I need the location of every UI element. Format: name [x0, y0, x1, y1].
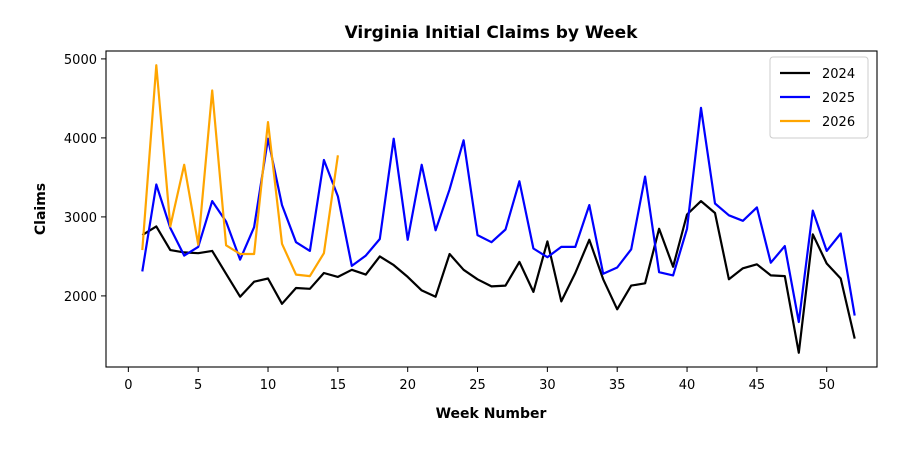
x-tick-label: 25 [469, 378, 486, 393]
x-tick-label: 0 [124, 378, 132, 393]
y-tick-label: 4000 [64, 132, 97, 147]
y-axis-label: Claims [33, 183, 49, 235]
x-tick-label: 5 [194, 378, 202, 393]
x-axis: 0 5 10 15 20 25 30 35 40 45 50 [124, 367, 835, 393]
x-tick-label: 15 [330, 378, 347, 393]
legend: 2024 2025 2026 [769, 56, 869, 139]
series-line-2024 [141, 200, 856, 354]
x-tick-label: 20 [399, 378, 416, 393]
legend-box [769, 56, 869, 139]
x-tick-label: 35 [609, 378, 626, 393]
y-tick-label: 5000 [64, 53, 97, 68]
plot-area-frame [105, 50, 878, 368]
legend-label-2025: 2025 [822, 91, 855, 106]
x-tick-label: 50 [818, 378, 835, 393]
x-axis-label: Week Number [436, 406, 547, 422]
x-tick-label: 45 [749, 378, 766, 393]
x-tick-label: 10 [260, 378, 277, 393]
legend-label-2024: 2024 [822, 67, 855, 82]
x-tick-label: 30 [539, 378, 556, 393]
y-tick-label: 2000 [64, 290, 97, 305]
series-lines [141, 64, 856, 354]
chart-title: Virginia Initial Claims by Week [345, 23, 639, 43]
series-line-2025 [141, 106, 856, 324]
y-axis: 2000 3000 4000 5000 [64, 53, 106, 305]
y-tick-label: 3000 [64, 211, 97, 226]
x-tick-label: 40 [679, 378, 696, 393]
legend-label-2026: 2026 [822, 115, 855, 130]
series-line-2026 [141, 64, 339, 278]
